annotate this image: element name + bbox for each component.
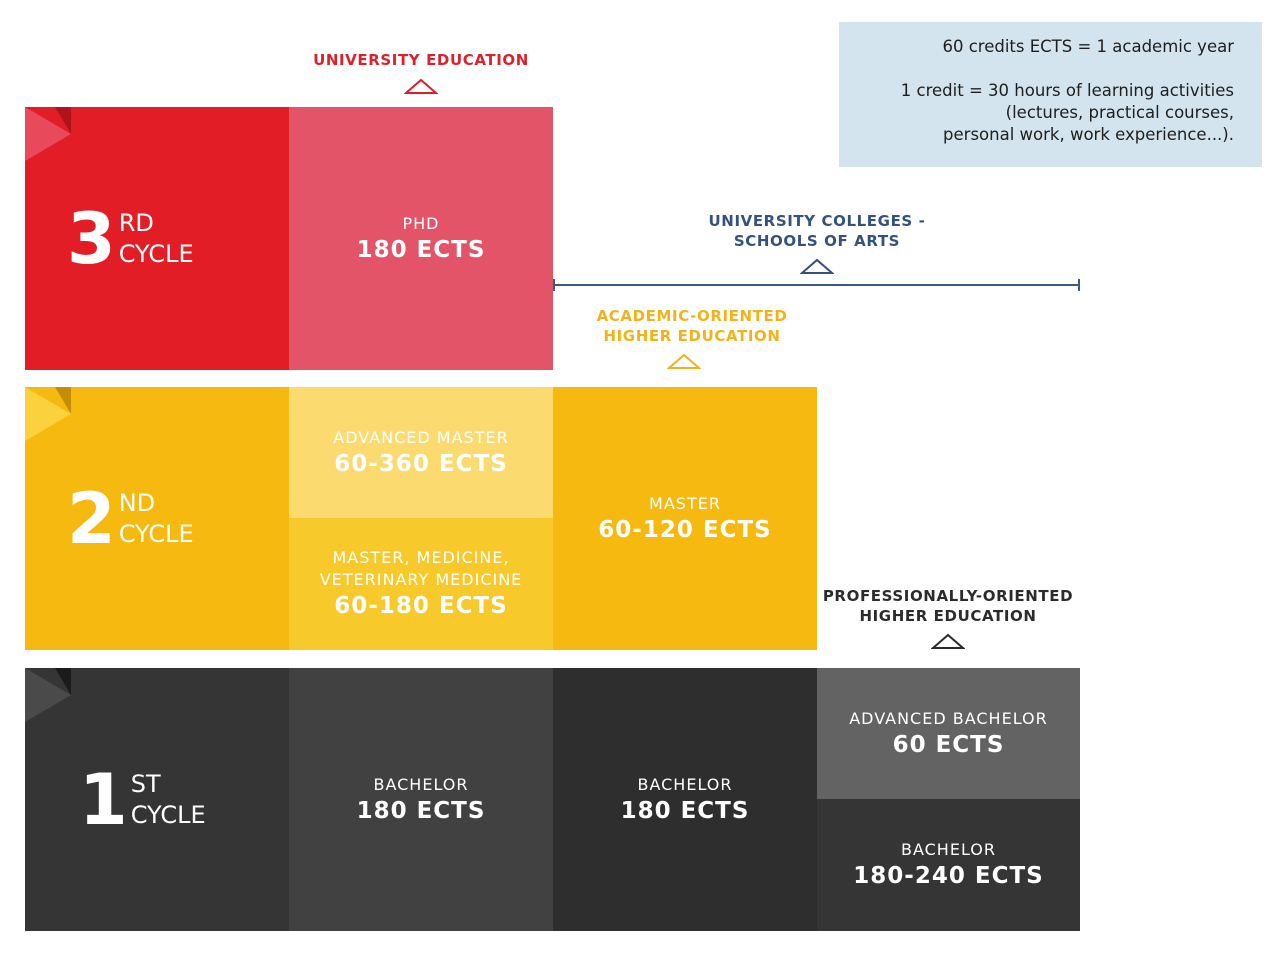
advanced-bachelor-cell: ADVANCED BACHELOR 60 ECTS	[817, 668, 1080, 799]
phd-ects: 180 ECTS	[356, 236, 486, 263]
master-medicine-ects: 60-180 ECTS	[334, 593, 508, 619]
ects-info-box: 60 credits ECTS = 1 academic year 1 cred…	[839, 22, 1262, 167]
heading-academic-oriented-line2: HIGHER EDUCATION	[603, 327, 781, 345]
bachelor-academic-ects: 180 ECTS	[620, 797, 750, 824]
professionally-oriented-triangle-icon	[931, 633, 965, 649]
master-medicine-cell: MASTER, MEDICINE, VETERINARY MEDICINE 60…	[289, 518, 553, 650]
master-name: MASTER	[649, 493, 721, 513]
second-cycle-number: 2	[67, 477, 116, 560]
university-education-triangle-icon	[404, 78, 438, 94]
first-cycle-panel: 1 ST CYCLE	[25, 668, 289, 931]
heading-university-colleges-line2: SCHOOLS OF ARTS	[733, 232, 901, 250]
bachelor-university-ects: 180 ECTS	[356, 797, 486, 824]
advanced-bachelor-name: ADVANCED BACHELOR	[849, 708, 1048, 728]
heading-professionally-oriented: PROFESSIONALLY-ORIENTED HIGHER EDUCATION	[808, 586, 1088, 626]
advanced-master-cell: ADVANCED MASTER 60-360 ECTS	[289, 387, 553, 518]
second-cycle-panel: 2 ND CYCLE	[25, 387, 289, 650]
heading-professionally-oriented-line1: PROFESSIONALLY-ORIENTED	[822, 587, 1074, 605]
info-activities-2: personal work, work experience...).	[943, 125, 1234, 144]
info-activities-1: (lectures, practical courses,	[1005, 103, 1234, 122]
master-medicine-name-line1: MASTER, MEDICINE,	[332, 548, 510, 567]
first-cycle-suffix: ST	[130, 769, 161, 798]
phd-cell: PHD 180 ECTS	[289, 107, 553, 370]
info-credit-hours: 1 credit = 30 hours of learning activiti…	[900, 81, 1234, 100]
first-cycle-flag-icon	[25, 668, 71, 722]
third-cycle-word: CYCLE	[118, 239, 194, 268]
advanced-master-ects: 60-360 ECTS	[334, 450, 508, 477]
first-cycle-word: CYCLE	[130, 800, 206, 829]
bachelor-university-cell: BACHELOR 180 ECTS	[289, 668, 553, 931]
heading-academic-oriented: ACADEMIC-ORIENTED HIGHER EDUCATION	[560, 306, 824, 346]
bachelor-professional-name: BACHELOR	[900, 840, 996, 859]
heading-university-colleges-line1: UNIVERSITY COLLEGES -	[708, 212, 926, 230]
info-credits-year: 60 credits ECTS = 1 academic year	[942, 37, 1234, 56]
second-cycle-suffix: ND	[118, 488, 156, 517]
academic-oriented-triangle-icon	[667, 353, 701, 369]
phd-name: PHD	[402, 213, 440, 233]
master-medicine-name-line2: VETERINARY MEDICINE	[319, 570, 523, 589]
third-cycle-panel: 3 RD CYCLE	[25, 107, 289, 370]
bachelor-academic-name: BACHELOR	[637, 774, 733, 794]
master-cell: MASTER 60-120 ECTS	[553, 387, 817, 650]
bracket-left-tick	[553, 279, 555, 291]
bracket-right-tick	[1078, 279, 1080, 291]
heading-academic-oriented-line1: ACADEMIC-ORIENTED	[596, 307, 788, 325]
third-cycle-number: 3	[67, 197, 116, 280]
bachelor-professional-ects: 180-240 ECTS	[853, 863, 1044, 889]
third-cycle-flag-icon	[25, 107, 71, 161]
advanced-bachelor-ects: 60 ECTS	[892, 731, 1005, 758]
bachelor-university-name: BACHELOR	[373, 774, 469, 794]
heading-university-colleges: UNIVERSITY COLLEGES - SCHOOLS OF ARTS	[690, 211, 944, 251]
advanced-master-name: ADVANCED MASTER	[333, 427, 509, 447]
university-colleges-triangle-icon	[800, 258, 834, 274]
second-cycle-word: CYCLE	[118, 519, 194, 548]
second-cycle-flag-icon	[25, 387, 71, 441]
heading-professionally-oriented-line2: HIGHER EDUCATION	[859, 607, 1037, 625]
heading-university-education: UNIVERSITY EDUCATION	[289, 50, 553, 70]
heading-university-education-text: UNIVERSITY EDUCATION	[313, 51, 529, 69]
bachelor-professional-cell: BACHELOR 180-240 ECTS	[817, 799, 1080, 931]
first-cycle-number: 1	[79, 758, 128, 841]
master-ects: 60-120 ECTS	[598, 516, 772, 543]
third-cycle-suffix: RD	[118, 208, 154, 237]
bachelor-academic-cell: BACHELOR 180 ECTS	[553, 668, 817, 931]
university-colleges-bracket-line	[553, 284, 1080, 286]
